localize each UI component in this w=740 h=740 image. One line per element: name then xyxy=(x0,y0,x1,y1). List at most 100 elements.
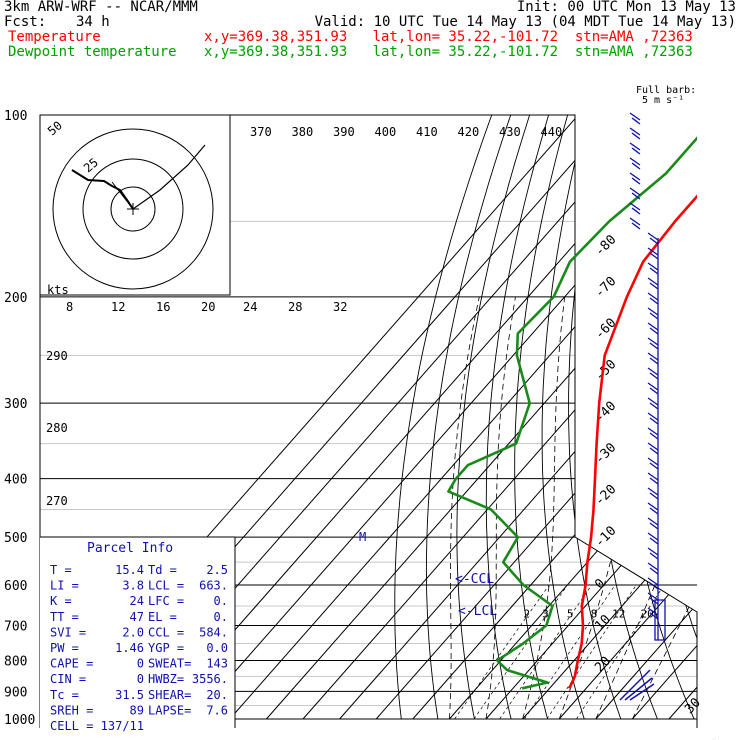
wind-barb xyxy=(647,322,659,335)
parcel-row-label: CELL = xyxy=(50,719,93,733)
temperature-scale-label: 24 xyxy=(243,300,257,314)
isotherm-line xyxy=(668,115,697,720)
pressure-label: 1000 xyxy=(4,713,35,728)
hodograph-trace xyxy=(71,169,134,210)
wind-barb xyxy=(629,187,641,200)
parcel-row-value: 3556. xyxy=(192,672,228,686)
init-time: Init: 00 UTC Mon 13 May 13 xyxy=(516,0,736,15)
pressure-label: 800 xyxy=(4,654,27,669)
legend-temperature: Temperature xyxy=(8,29,101,45)
isotherm-line xyxy=(266,115,697,720)
wind-barb xyxy=(647,442,659,455)
mixing-ratio-line xyxy=(576,584,665,720)
isotherm-label: 0 xyxy=(592,576,608,592)
barb-key-label: 5 m s⁻¹ xyxy=(642,95,684,106)
parcel-row-value: 0 xyxy=(137,672,144,686)
moist-adiabat-line xyxy=(558,296,639,720)
parcel-row-label: Tc = xyxy=(50,688,79,702)
parcel-row-value: 3.8 xyxy=(122,579,144,593)
parcel-row-label: Td = xyxy=(148,563,177,577)
parcel-row-label: YGP = xyxy=(148,641,184,655)
wind-barb xyxy=(647,247,659,260)
isotherm-label: -70 xyxy=(592,274,619,301)
wind-barb xyxy=(647,502,659,515)
wind-barb xyxy=(647,262,659,275)
legend-temperature-location: x,y=369.38,351.93 lat,lon= 35.22,-101.72… xyxy=(204,29,693,45)
parcel-row-value: 137/11 xyxy=(101,719,144,733)
wind-barb xyxy=(647,472,659,485)
legend-dewpoint: Dewpoint temperature xyxy=(8,44,177,60)
parcel-row-value: 20. xyxy=(206,688,228,702)
hodograph-ring xyxy=(110,186,156,232)
wind-barb xyxy=(629,202,641,215)
lcl-marker: <-LCL xyxy=(458,604,497,619)
forecast-hour: 34 h xyxy=(76,14,110,30)
isotherm-label: -50 xyxy=(592,357,619,384)
wind-barb xyxy=(629,217,641,230)
parcel-row-label: HWBZ= xyxy=(148,672,184,686)
storm-motion-line xyxy=(132,144,206,210)
wind-barb xyxy=(647,367,659,380)
dry-adiabat-line xyxy=(733,115,740,719)
dry-adiabat-line xyxy=(642,115,697,720)
pressure-label: 500 xyxy=(4,531,27,546)
isotherm-line xyxy=(558,115,697,720)
valid-time: Valid: 10 UTC Tue 14 May 13 (04 MDT Tue … xyxy=(314,14,736,30)
pressure-label: 600 xyxy=(4,579,27,594)
parcel-row-label: LFC = xyxy=(148,594,184,608)
isotherm-line xyxy=(485,115,697,720)
parcel-row-label: CAPE = xyxy=(50,657,93,671)
moist-adiabat-line xyxy=(632,296,697,720)
parcel-row-value: 89 xyxy=(130,703,144,717)
mixing-ratio-line xyxy=(524,584,616,720)
isotherm-line xyxy=(595,115,697,720)
temperature-scale-label: 28 xyxy=(288,300,302,314)
wind-barb xyxy=(647,382,659,395)
isotherm-line xyxy=(412,115,697,720)
parcel-row-label: EL = xyxy=(148,610,177,624)
isotherm-line xyxy=(449,115,697,720)
parcel-row-value: 143 xyxy=(206,657,228,671)
isotherm-line xyxy=(339,115,697,720)
pressure-label: 900 xyxy=(4,685,27,700)
forecast-label: Fcst: xyxy=(4,14,47,30)
ccl-marker: <-CCL xyxy=(455,572,494,587)
mixing-ratio-label: 8 xyxy=(591,607,598,620)
parcel-info-panel xyxy=(40,537,235,728)
parcel-row-value: 31.5 xyxy=(115,688,144,702)
parcel-row-value: 1.46 xyxy=(115,641,144,655)
mixing-ratio-label: 20 xyxy=(641,607,654,620)
wind-barb xyxy=(647,397,659,410)
wind-barb xyxy=(619,669,655,701)
pressure-label: 700 xyxy=(4,619,27,634)
theta-e-label: 290 xyxy=(46,349,68,363)
dry-adiabat-line xyxy=(514,115,569,720)
isotherm-label: -40 xyxy=(592,399,619,426)
barb-key-label: Full barb: xyxy=(636,85,696,96)
parcel-row-label: PW = xyxy=(50,641,79,655)
dry-adiabat-line xyxy=(712,115,740,719)
temperature-scale-label: 20 xyxy=(201,300,215,314)
isotherm-label: 20 xyxy=(592,654,614,676)
mixing-ratio-label: 5 xyxy=(567,607,574,620)
wind-barb xyxy=(647,592,659,605)
dry-adiabat-line xyxy=(485,115,550,720)
mixing-ratio-label: 12 xyxy=(612,607,625,620)
mixing-ratio-label: 3 xyxy=(542,607,549,620)
wind-barb xyxy=(647,607,659,620)
legend-dewpoint-location: x,y=369.38,351.93 lat,lon= 35.22,-101.72… xyxy=(204,44,693,60)
parcel-row-value: 0. xyxy=(214,610,228,624)
parcel-row-value: 663. xyxy=(199,579,228,593)
moist-adiabat-line xyxy=(522,296,566,720)
wind-barb xyxy=(647,337,659,350)
theta-label: 440 xyxy=(541,125,563,139)
theta-label: 380 xyxy=(292,125,314,139)
wind-barb xyxy=(647,352,659,365)
pressure-label: 100 xyxy=(4,109,27,124)
parcel-row-value: 15.4 xyxy=(115,563,144,577)
parcel-row-label: K = xyxy=(50,594,72,608)
theta-e-label: 280 xyxy=(46,421,68,435)
parcel-row-value: 2.5 xyxy=(206,563,228,577)
